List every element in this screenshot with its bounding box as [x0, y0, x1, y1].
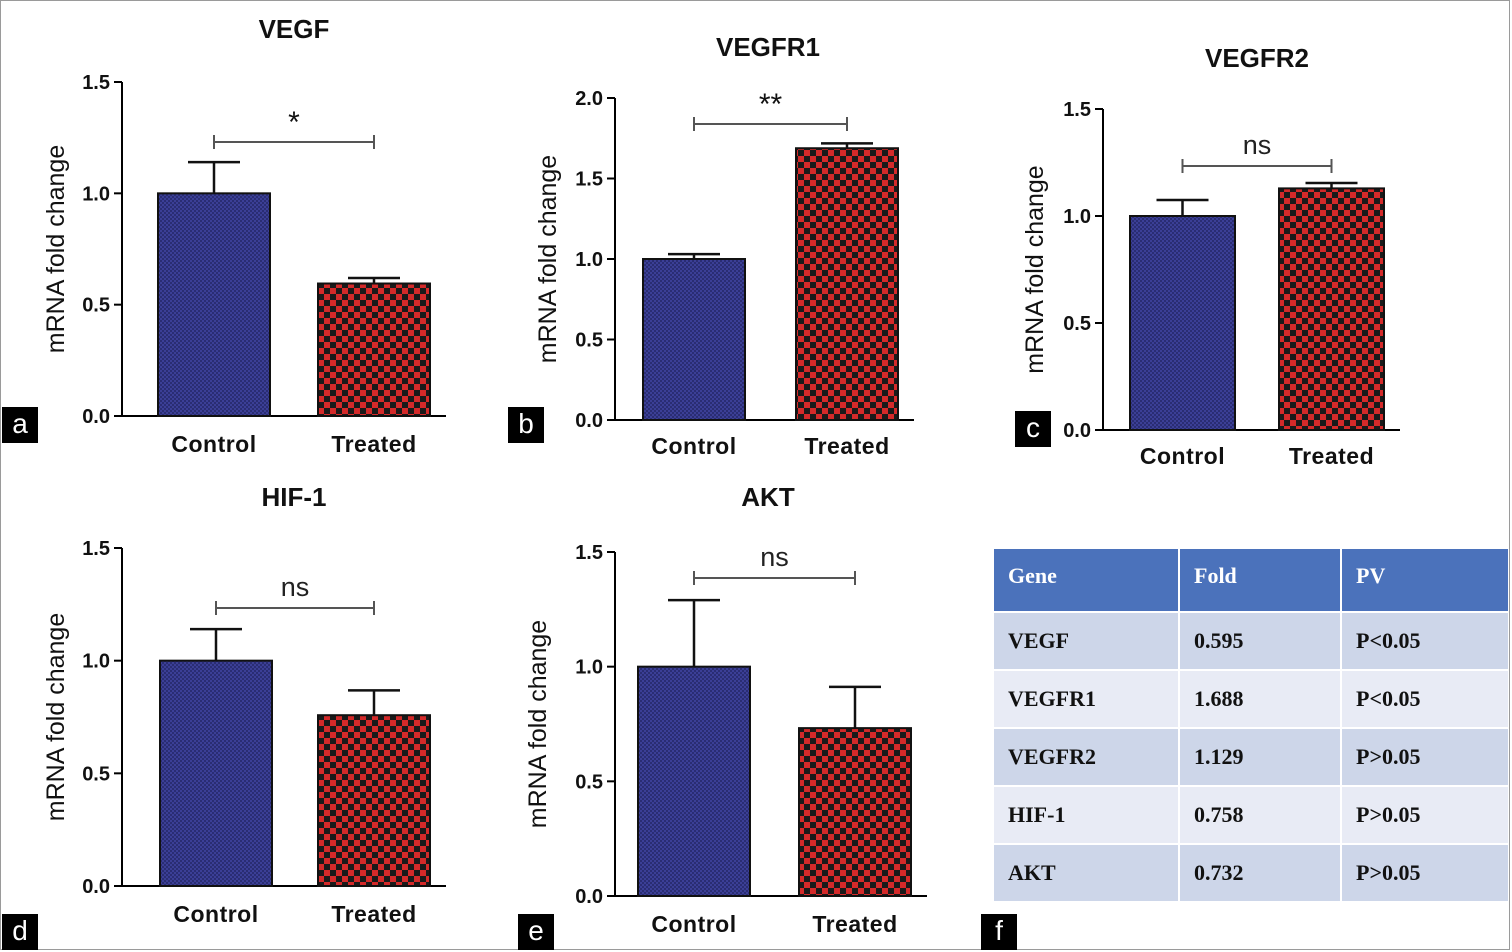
summary-table: Gene Fold PV VEGF 0.595 P<0.05 VEGFR1 1.… — [992, 547, 1510, 903]
table-row: VEGFR1 1.688 P<0.05 — [994, 671, 1508, 727]
table-cell-fold: 0.732 — [1180, 845, 1340, 901]
bar-treated — [798, 727, 912, 897]
y-tick-label: 0.0 — [82, 406, 110, 428]
table-header-fold: Fold — [1180, 549, 1340, 611]
table-cell-gene: HIF-1 — [994, 787, 1178, 843]
y-tick-label: 0.0 — [575, 410, 603, 432]
y-tick-label: 1.5 — [575, 542, 603, 564]
chart-title: HIF-1 — [262, 482, 327, 512]
table-cell-gene: AKT — [994, 845, 1178, 901]
x-tick-label: Control — [651, 433, 736, 459]
y-axis-label: mRNA fold change — [42, 145, 70, 353]
y-tick-label: 0.0 — [575, 886, 603, 908]
table-cell-fold: 0.595 — [1180, 613, 1340, 669]
y-tick-label: 1.5 — [575, 169, 603, 191]
y-tick-label: 2.0 — [575, 88, 603, 110]
panel-label-f: f — [981, 914, 1017, 950]
y-tick-label: 0.0 — [82, 876, 110, 898]
y-tick-label: 0.5 — [575, 330, 603, 352]
panel-label-a: a — [2, 407, 38, 443]
y-tick-label: 1.0 — [82, 651, 110, 673]
y-tick-label: 1.0 — [575, 657, 603, 679]
bar-treated — [317, 282, 431, 417]
table-cell-fold: 0.758 — [1180, 787, 1340, 843]
panel-label-e: e — [518, 914, 554, 950]
table-header-pv: PV — [1342, 549, 1508, 611]
table-cell-fold: 1.129 — [1180, 729, 1340, 785]
table-cell-gene: VEGFR1 — [994, 671, 1178, 727]
x-tick-label: Treated — [331, 901, 416, 927]
bar-control — [1129, 215, 1236, 431]
table-cell-pv: P>0.05 — [1342, 787, 1508, 843]
table-row: AKT 0.732 P>0.05 — [994, 845, 1508, 901]
y-axis-label: mRNA fold change — [534, 155, 562, 363]
y-tick-label: 0.5 — [575, 771, 603, 793]
table-cell-gene: VEGFR2 — [994, 729, 1178, 785]
table-cell-pv: P<0.05 — [1342, 613, 1508, 669]
table-row: HIF-1 0.758 P>0.05 — [994, 787, 1508, 843]
y-tick-label: 1.5 — [82, 72, 110, 94]
chart-title: VEGF — [259, 14, 330, 44]
table-cell-fold: 1.688 — [1180, 671, 1340, 727]
bar-control — [157, 192, 271, 417]
x-tick-label: Control — [651, 911, 736, 937]
y-axis-label: mRNA fold change — [524, 620, 552, 828]
bar-treated — [795, 147, 899, 421]
table-row: VEGF 0.595 P<0.05 — [994, 613, 1508, 669]
bar-control — [159, 659, 273, 888]
x-tick-label: Treated — [1289, 443, 1374, 469]
y-tick-label: 1.5 — [82, 538, 110, 560]
panel-label-c: c — [1015, 411, 1051, 447]
table-row: VEGFR2 1.129 P>0.05 — [994, 729, 1508, 785]
y-tick-label: 0.5 — [1063, 313, 1091, 335]
y-tick-label: 1.0 — [575, 249, 603, 271]
table-cell-pv: P<0.05 — [1342, 671, 1508, 727]
significance-label: ** — [759, 88, 783, 121]
x-tick-label: Treated — [331, 431, 416, 457]
significance-label: * — [288, 106, 300, 139]
bar-control — [637, 665, 751, 898]
x-tick-label: Control — [173, 901, 258, 927]
y-tick-label: 1.5 — [1063, 99, 1091, 121]
chart-title: AKT — [741, 482, 795, 512]
y-axis-label: mRNA fold change — [1021, 165, 1049, 373]
y-axis-label: mRNA fold change — [42, 613, 70, 821]
x-tick-label: Control — [1140, 443, 1225, 469]
x-tick-label: Treated — [804, 433, 889, 459]
y-tick-label: 0.5 — [82, 295, 110, 317]
y-tick-label: 1.0 — [1063, 206, 1091, 228]
panel-label-b: b — [508, 407, 544, 443]
significance-label: ns — [281, 572, 310, 602]
x-tick-label: Control — [171, 431, 256, 457]
chart-title: VEGFR2 — [1205, 43, 1309, 73]
table-header-gene: Gene — [994, 549, 1178, 611]
y-tick-label: 0.0 — [1063, 420, 1091, 442]
chart-title: VEGFR1 — [716, 32, 820, 62]
table-cell-pv: P>0.05 — [1342, 845, 1508, 901]
bar-treated — [1278, 187, 1385, 431]
panel-label-d: d — [2, 914, 38, 950]
table-header-row: Gene Fold PV — [994, 549, 1508, 611]
y-tick-label: 0.5 — [82, 763, 110, 785]
significance-label: ns — [760, 542, 789, 572]
x-tick-label: Treated — [812, 911, 897, 937]
significance-label: ns — [1243, 130, 1272, 160]
table-cell-pv: P>0.05 — [1342, 729, 1508, 785]
bar-control — [642, 258, 746, 421]
y-tick-label: 1.0 — [82, 183, 110, 205]
table-cell-gene: VEGF — [994, 613, 1178, 669]
